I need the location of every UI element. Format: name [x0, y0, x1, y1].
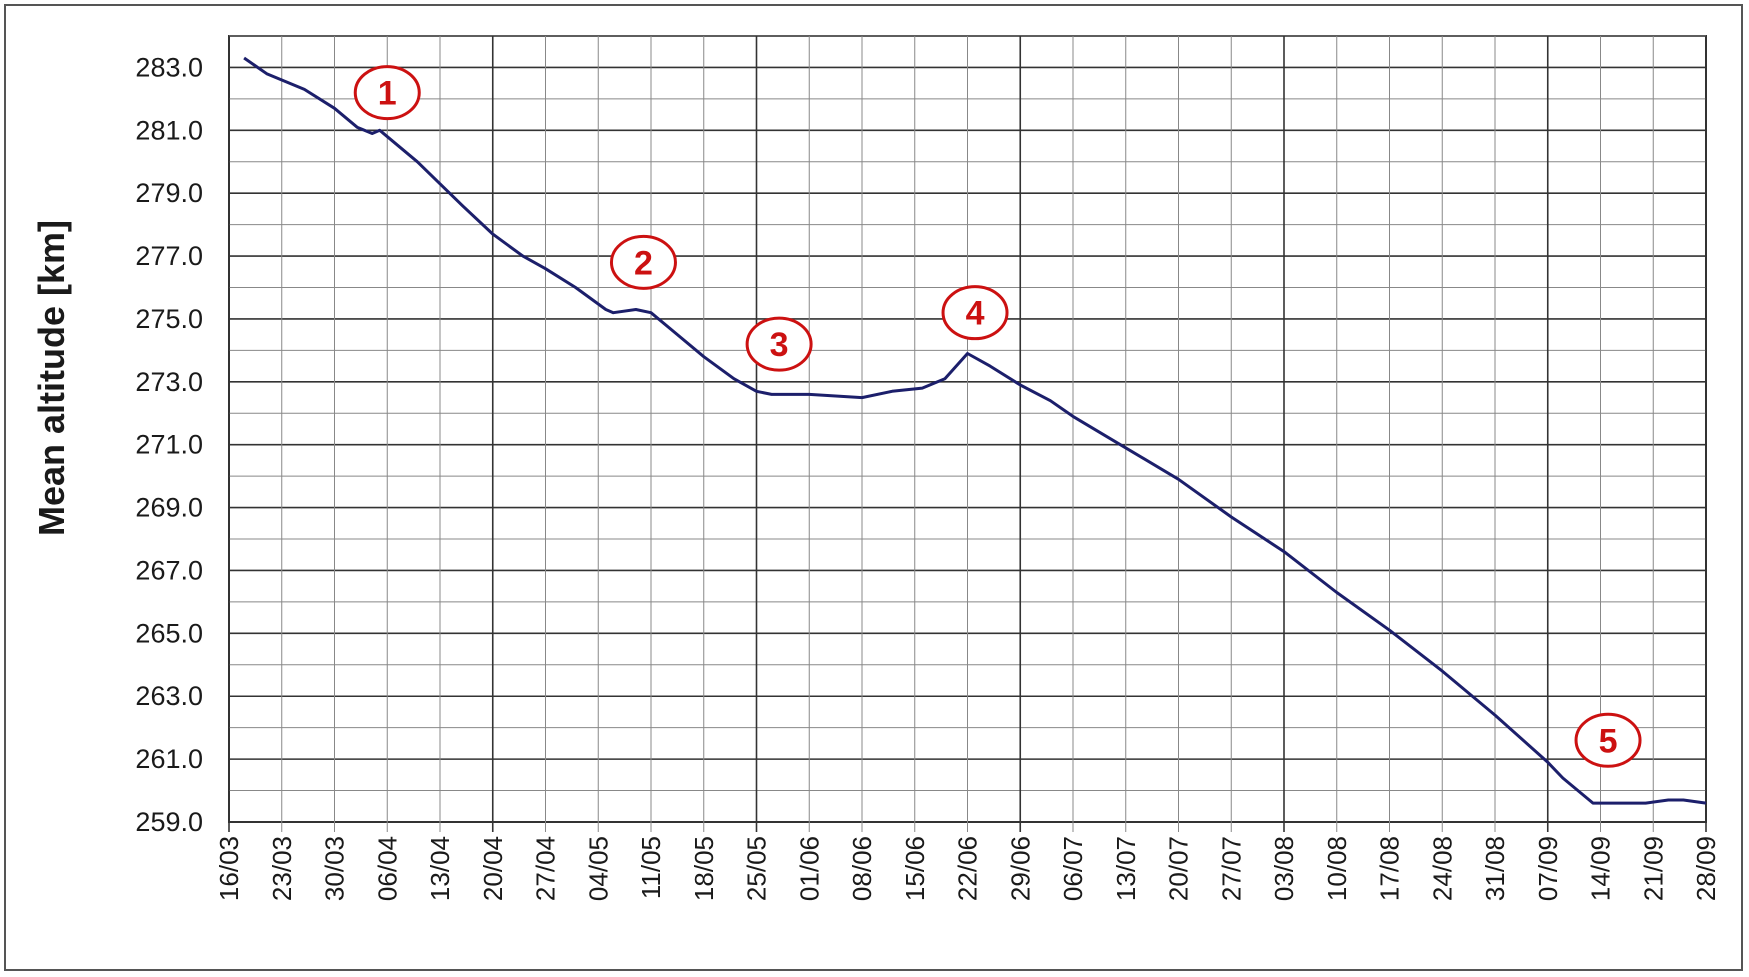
marker-label: 2	[634, 244, 653, 282]
x-tick-label: 10/08	[1322, 836, 1352, 901]
x-tick-label: 20/04	[478, 836, 508, 901]
y-tick-label: 271.0	[135, 430, 203, 460]
y-tick-label: 275.0	[135, 304, 203, 334]
annotation-markers: 1 2 3 4 5	[353, 65, 1642, 768]
x-tick-label: 03/08	[1269, 836, 1299, 901]
y-axis-ticks: 259.0 261.0 263.0 265.0 267.0 269.0 271.0 273.0…	[135, 52, 203, 837]
x-tick-label: 13/07	[1111, 836, 1141, 901]
x-tick-label: 25/05	[742, 836, 772, 901]
y-tick-label: 279.0	[135, 178, 203, 208]
x-tick-label: 24/08	[1427, 836, 1457, 901]
altitude-line-chart: 259.0 261.0 263.0 265.0 267.0 269.0 271.0 273.0…	[31, 35, 1721, 901]
annotation-marker-5: 5	[1574, 712, 1642, 768]
x-tick-label: 27/07	[1216, 836, 1246, 901]
annotation-marker-4: 4	[941, 285, 1009, 341]
x-tick-label: 29/06	[1005, 836, 1035, 901]
x-tick-label: 31/08	[1480, 836, 1510, 901]
x-tick-label: 21/09	[1638, 836, 1668, 901]
annotation-marker-3: 3	[745, 316, 813, 372]
x-tick-label: 07/09	[1533, 836, 1563, 901]
marker-label: 3	[770, 326, 789, 364]
marker-circle	[941, 285, 1009, 341]
marker-circle	[745, 316, 813, 372]
x-tick-label: 20/07	[1164, 836, 1194, 901]
altitude-series-line	[243, 56, 1707, 805]
marker-circle	[609, 234, 677, 290]
marker-label: 4	[966, 295, 985, 333]
grid	[228, 35, 1707, 832]
x-tick-label: 04/05	[583, 836, 613, 901]
x-tick-label: 22/06	[953, 836, 983, 901]
x-axis-ticks: 16/03 23/03 30/03 06/04 13/04 20/04 27/04 04/05…	[214, 836, 1721, 901]
x-tick-label: 15/06	[900, 836, 930, 901]
marker-label: 5	[1599, 722, 1618, 760]
x-tick-label: 11/05	[636, 836, 666, 899]
y-tick-label: 273.0	[135, 367, 203, 397]
annotation-marker-1: 1	[353, 65, 421, 121]
y-tick-label: 281.0	[135, 115, 203, 145]
y-tick-label: 277.0	[135, 241, 203, 271]
x-tick-label: 06/04	[372, 836, 402, 901]
x-tick-label: 16/03	[214, 836, 244, 901]
x-tick-label: 14/09	[1586, 836, 1616, 901]
x-tick-label: 08/06	[847, 836, 877, 901]
x-tick-label: 23/03	[267, 836, 297, 901]
y-tick-label: 265.0	[135, 618, 203, 648]
annotation-marker-2: 2	[609, 234, 677, 290]
y-axis-label: Mean altitude [km]	[31, 220, 72, 536]
x-tick-label: 13/04	[425, 836, 455, 901]
y-tick-label: 269.0	[135, 493, 203, 523]
series-layer	[243, 56, 1707, 805]
x-tick-label: 28/09	[1691, 836, 1721, 901]
x-tick-label: 18/05	[689, 836, 719, 901]
marker-label: 1	[378, 75, 397, 113]
y-tick-label: 267.0	[135, 555, 203, 585]
x-tick-label: 17/08	[1375, 836, 1405, 901]
y-tick-label: 263.0	[135, 681, 203, 711]
x-tick-label: 06/07	[1058, 836, 1088, 901]
marker-circle	[353, 65, 421, 121]
chart-frame: 259.0 261.0 263.0 265.0 267.0 269.0 271.0 273.0…	[4, 4, 1743, 971]
y-tick-label: 283.0	[135, 52, 203, 82]
y-tick-label: 261.0	[135, 744, 203, 774]
x-tick-label: 27/04	[531, 836, 561, 901]
x-tick-label: 30/03	[320, 836, 350, 901]
y-tick-label: 259.0	[135, 807, 203, 837]
marker-circle	[1574, 712, 1642, 768]
x-tick-label: 01/06	[794, 836, 824, 901]
